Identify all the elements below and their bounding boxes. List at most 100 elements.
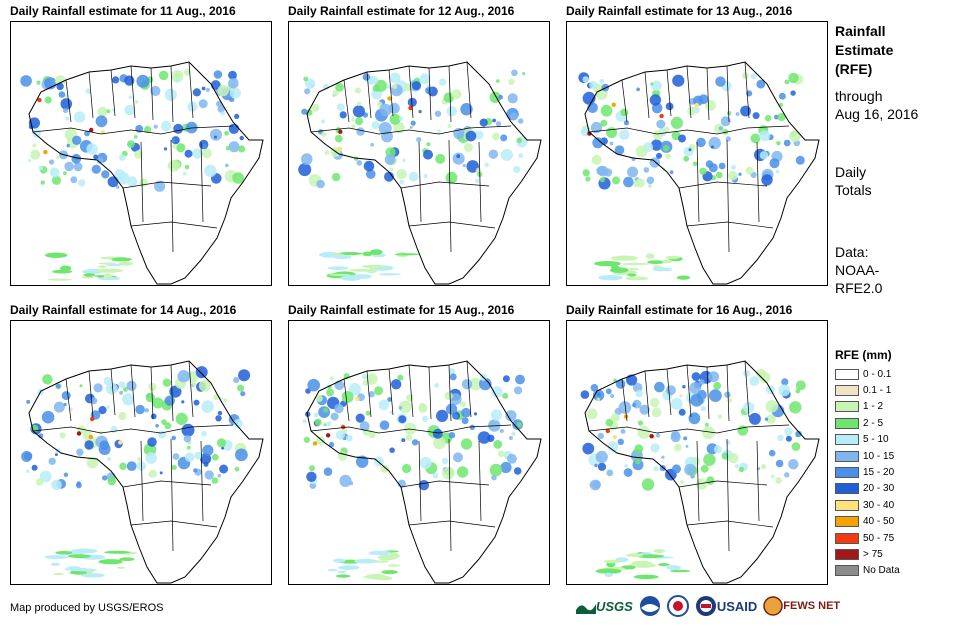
rainfall-patch — [461, 407, 471, 418]
rainfall-patch — [370, 76, 379, 85]
country-border — [188, 61, 194, 119]
rainfall-patch — [389, 102, 400, 114]
rainfall-patch — [779, 92, 786, 100]
country-border — [418, 440, 422, 522]
rainfall-patch — [649, 397, 660, 408]
rainfall-patch — [446, 106, 457, 117]
rainfall-patch — [477, 431, 491, 444]
rainfall-patch — [119, 557, 135, 561]
rainfall-patch — [582, 442, 595, 455]
rainfall-patch — [171, 464, 177, 470]
country-border — [448, 364, 452, 422]
rainfall-patch — [623, 176, 634, 188]
rainfall-patch — [202, 444, 214, 456]
rainfall-patch — [238, 145, 246, 153]
rainfall-patch — [718, 162, 726, 170]
rainfall-patch — [334, 403, 344, 414]
rainfall-patch — [516, 137, 522, 144]
rainfall-patch — [379, 420, 390, 430]
rainfall-patch — [502, 392, 509, 399]
rainfall-patch — [674, 443, 682, 452]
rainfall-patch — [713, 382, 722, 390]
rainfall-patch — [389, 113, 401, 125]
rainfall-patch — [761, 463, 767, 470]
rainfall-patch — [636, 554, 665, 559]
rainfall-patch — [25, 469, 30, 473]
rainfall-patch — [461, 417, 469, 425]
rainfall-patch — [759, 151, 769, 160]
rainfall-patch — [150, 413, 157, 420]
rainfall-patch — [688, 148, 692, 152]
country-border — [588, 424, 790, 434]
rainfall-patch — [124, 104, 135, 116]
rainfall-patch — [93, 154, 99, 160]
rainfall-patch — [233, 419, 243, 429]
rainfall-patch — [323, 467, 333, 476]
rainfall-patch — [604, 168, 613, 177]
rainfall-patch — [145, 452, 157, 464]
rainfall-patch — [355, 117, 364, 126]
legend-title: RFE (mm) — [835, 348, 892, 362]
country-border — [130, 364, 136, 418]
rainfall-patch — [195, 366, 208, 379]
legend-label: 15 - 20 — [863, 467, 895, 479]
rainfall-patch — [596, 166, 606, 176]
rainfall-patch — [626, 374, 638, 386]
rainfall-patch — [700, 464, 709, 473]
rainfall-patch — [676, 275, 691, 280]
rainfall-patch — [766, 414, 776, 424]
rainfall-patch — [45, 252, 68, 258]
rainfall-patch — [198, 379, 211, 392]
rainfall-patch — [60, 98, 73, 110]
rainfall-patch — [613, 378, 617, 383]
country-border — [686, 221, 774, 229]
rainfall-patch — [162, 378, 171, 387]
rainfall-patch — [55, 551, 73, 555]
africa-map — [578, 61, 820, 285]
rainfall-patch — [499, 429, 504, 433]
country-border — [644, 71, 650, 119]
rainfall-patch — [101, 170, 110, 179]
rainfall-patch — [778, 384, 791, 397]
rainfall-patch — [726, 111, 732, 116]
rainfall-patch — [715, 76, 726, 87]
legend-item: 5 - 10 — [835, 432, 960, 448]
rainfall-patch — [617, 438, 624, 445]
country-border — [388, 368, 394, 416]
rainfall-patch — [134, 150, 143, 159]
country-border — [706, 366, 710, 420]
rainfall-patch — [685, 444, 689, 448]
rainfall-patch — [779, 102, 783, 107]
rainfall-patch — [398, 116, 404, 121]
rainfall-patch — [235, 448, 248, 462]
rainfall-patch — [345, 434, 353, 442]
rainfall-patch — [387, 564, 401, 567]
heavy-rain-cell — [649, 434, 654, 439]
rainfall-patch — [40, 180, 45, 185]
rainfall-patch — [595, 568, 622, 574]
rainfall-patch — [304, 88, 311, 95]
country-border — [588, 125, 790, 135]
country-border — [140, 440, 144, 522]
rainfall-patch — [775, 477, 782, 484]
heavy-rain-cell — [337, 146, 342, 151]
rainfall-patch — [341, 391, 354, 403]
rainfall-patch — [449, 373, 457, 381]
rainfall-patch — [591, 154, 602, 165]
rainfall-patch — [368, 551, 393, 556]
rainfall-patch — [384, 154, 396, 166]
rainfall-patch — [656, 152, 662, 159]
product-title: Rainfall Estimate (RFE) — [835, 22, 960, 79]
rainfall-patch — [790, 90, 796, 96]
legend-item: 0 - 0.1 — [835, 366, 960, 382]
rainfall-patch — [416, 137, 422, 143]
rainfall-patch — [398, 406, 403, 410]
rainfall-patch — [389, 167, 394, 172]
rainfall-patch — [95, 268, 124, 273]
rainfall-patch — [653, 466, 659, 472]
rainfall-patch — [38, 165, 44, 171]
heavy-rain-cell — [338, 129, 343, 134]
rainfall-patch — [337, 570, 347, 574]
rainfall-patch — [795, 380, 806, 391]
rainfall-patch — [635, 145, 648, 158]
